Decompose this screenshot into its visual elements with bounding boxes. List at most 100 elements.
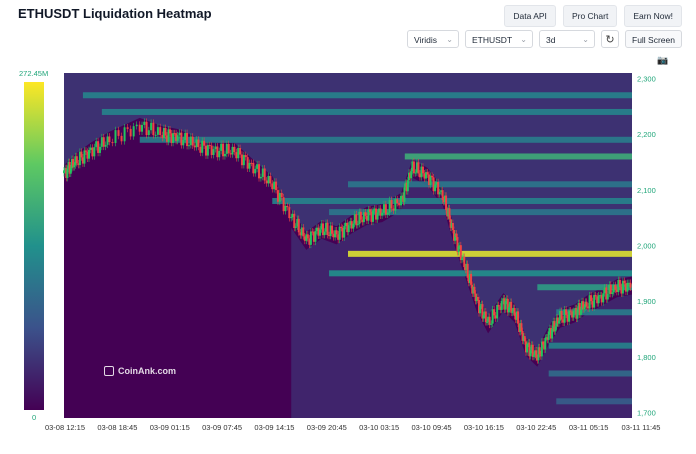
candle-body xyxy=(379,208,382,216)
chart-controls: Viridis ⌄ ETHUSDT ⌄ 3d ⌄ ↻ Full Screen xyxy=(407,30,682,48)
candle-body xyxy=(64,168,67,171)
candle-body xyxy=(325,222,328,232)
candle-body xyxy=(106,136,109,145)
candle-body xyxy=(518,323,521,333)
candle-body xyxy=(463,256,466,268)
candle-body xyxy=(506,298,509,313)
x-tick-label: 03-11 11:45 xyxy=(622,423,661,432)
candle-body xyxy=(305,234,308,241)
candle-body xyxy=(480,304,483,306)
candle-body xyxy=(457,246,460,253)
candle-body xyxy=(386,212,389,215)
candle-body xyxy=(341,228,344,238)
candle-body xyxy=(611,292,614,294)
candle-body xyxy=(497,304,500,307)
candle-body xyxy=(414,172,417,174)
candle-body xyxy=(521,331,524,341)
candle-body xyxy=(123,127,126,142)
candle-body xyxy=(615,289,618,293)
pro-chart-button[interactable]: Pro Chart xyxy=(562,5,618,27)
candle-body xyxy=(361,219,364,223)
candle-body xyxy=(505,298,508,301)
candle-body xyxy=(585,301,588,307)
candle-body xyxy=(527,342,530,344)
candle-body xyxy=(180,132,183,146)
candle-body xyxy=(522,336,525,341)
candle-body xyxy=(421,166,424,174)
candle-body xyxy=(111,142,114,144)
candle-body xyxy=(612,284,615,293)
colormap-select[interactable]: Viridis ⌄ xyxy=(407,30,459,48)
liquidation-band-7 xyxy=(348,250,632,257)
candle-body xyxy=(167,129,170,142)
candle-body xyxy=(623,280,626,284)
candle-body xyxy=(214,146,217,150)
fullscreen-button[interactable]: Full Screen xyxy=(625,30,682,48)
coinank-logo-icon xyxy=(104,366,114,376)
candle-body xyxy=(434,184,437,192)
candle-body xyxy=(568,310,571,322)
candle-body xyxy=(189,136,192,146)
candle-body xyxy=(286,205,289,208)
candle-body xyxy=(531,344,534,357)
candle-body xyxy=(138,124,141,132)
candle-body xyxy=(104,144,107,147)
candle-body xyxy=(300,227,303,236)
candle-body xyxy=(278,192,281,202)
candle-body xyxy=(472,286,475,294)
candle-body xyxy=(388,200,391,213)
candle-body xyxy=(563,309,566,323)
top-toolbar: Data API Pro Chart Earn Now! xyxy=(504,5,682,27)
symbol-select[interactable]: ETHUSDT ⌄ xyxy=(465,30,533,48)
candle-body xyxy=(448,208,451,219)
candle-body xyxy=(578,303,581,315)
data-api-button[interactable]: Data API xyxy=(504,5,556,27)
candle-body xyxy=(599,295,602,297)
candle-body xyxy=(571,311,574,318)
liquidation-haze-lower xyxy=(291,177,632,418)
candle-body xyxy=(608,284,611,294)
candle-body xyxy=(282,197,285,212)
candle-body xyxy=(100,137,103,147)
candle-body xyxy=(296,218,299,227)
colorbar-max-label: 272.45M xyxy=(19,69,49,78)
candle-body xyxy=(596,296,599,304)
camera-icon[interactable]: 📷 xyxy=(657,55,669,65)
candle-body xyxy=(256,164,259,169)
candle-body xyxy=(446,210,449,217)
candle-body xyxy=(288,207,291,219)
candle-body xyxy=(367,209,370,221)
candle-body xyxy=(370,211,373,222)
candle-body xyxy=(66,168,69,178)
candle-body xyxy=(68,162,71,174)
x-tick-label: 03-11 05:15 xyxy=(569,423,608,432)
range-select[interactable]: 3d ⌄ xyxy=(539,30,595,48)
candle-body xyxy=(440,190,443,193)
liquidation-band-13 xyxy=(556,398,632,405)
earn-now-button[interactable]: Earn Now! xyxy=(624,5,682,27)
x-tick-label: 03-10 09:45 xyxy=(412,423,452,432)
candle-body xyxy=(265,180,268,184)
candle-body xyxy=(493,309,496,316)
candle-body xyxy=(542,341,545,345)
candle-body xyxy=(344,222,347,227)
candle-body xyxy=(225,143,228,154)
candle-body xyxy=(308,238,311,245)
candle-body xyxy=(132,126,135,137)
candle-body xyxy=(520,323,523,332)
candle-body xyxy=(208,145,211,147)
candle-body xyxy=(63,170,65,174)
candle-body xyxy=(334,230,337,238)
candle-body xyxy=(347,225,350,233)
liquidation-band-10 xyxy=(556,309,632,316)
refresh-button[interactable]: ↻ xyxy=(601,30,619,48)
candle-body xyxy=(496,304,499,319)
candle-body xyxy=(98,146,101,153)
candle-body xyxy=(572,310,575,318)
candle-body xyxy=(620,286,623,294)
candle-body xyxy=(532,355,535,357)
candle-body xyxy=(488,316,491,325)
candle-body xyxy=(404,182,407,188)
candle-body xyxy=(75,156,78,164)
